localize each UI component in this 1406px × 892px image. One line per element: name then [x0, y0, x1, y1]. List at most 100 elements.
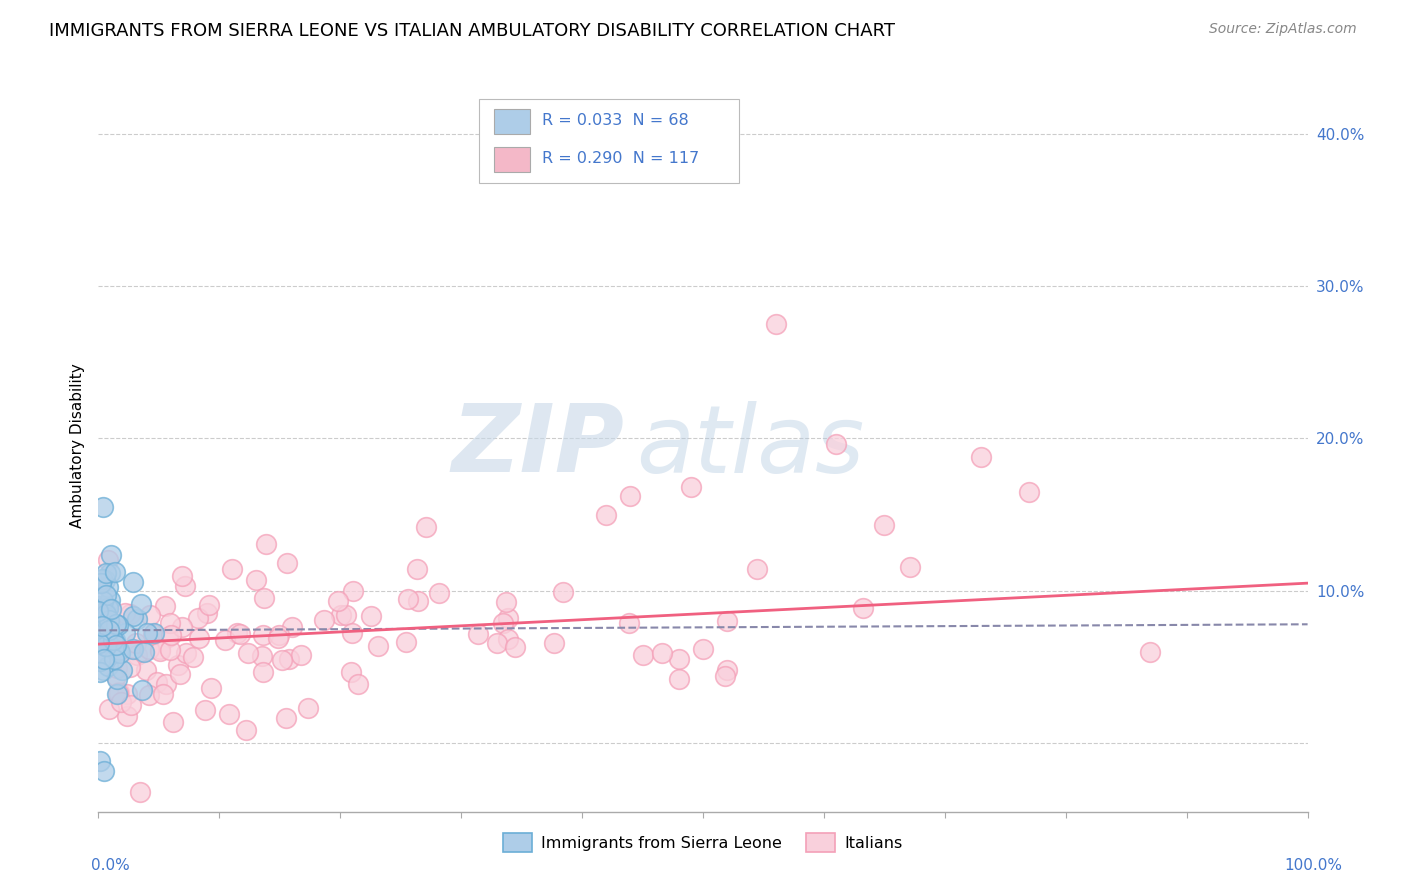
Point: [252, 665, 274, 679]
Point: [125, 635, 148, 649]
Point: [90, 572, 112, 586]
Point: [271, 653, 294, 667]
Text: IMMIGRANTS FROM SIERRA LEONE VS ITALIAN AMBULATORY DISABILITY CORRELATION CHART: IMMIGRANTS FROM SIERRA LEONE VS ITALIAN …: [49, 22, 896, 40]
Point: [551, 584, 574, 599]
Point: [274, 711, 297, 725]
Point: [87, 604, 110, 618]
Point: [93, 625, 115, 640]
Point: [90, 575, 112, 590]
Point: [98, 613, 121, 627]
Point: [93, 639, 115, 653]
Point: [135, 663, 157, 677]
Point: [104, 638, 127, 652]
Point: [195, 606, 218, 620]
Point: [142, 626, 165, 640]
Point: [98, 615, 121, 630]
Point: [104, 633, 127, 648]
Point: [100, 602, 122, 616]
Point: [96, 639, 118, 653]
Point: [281, 620, 304, 634]
Point: [132, 645, 155, 659]
Point: [129, 785, 152, 799]
Point: [89, 654, 111, 668]
Point: [166, 657, 188, 672]
Point: [159, 616, 181, 631]
Point: [103, 633, 125, 648]
Point: [340, 665, 363, 679]
Point: [94, 608, 117, 623]
Text: 0.0%: 0.0%: [91, 858, 131, 873]
Point: [170, 569, 193, 583]
Point: [105, 661, 128, 675]
Point: [1139, 645, 1161, 659]
Point: [114, 625, 136, 640]
Point: [367, 640, 389, 654]
Point: [342, 626, 364, 640]
Point: [98, 566, 121, 581]
Point: [900, 560, 922, 574]
Point: [314, 613, 336, 627]
Point: [142, 626, 165, 640]
Point: [486, 636, 509, 650]
Point: [105, 617, 128, 632]
Point: [194, 703, 217, 717]
Text: R = 0.290  N = 117: R = 0.290 N = 117: [543, 151, 699, 166]
Point: [114, 607, 136, 621]
Point: [100, 630, 122, 644]
Point: [253, 591, 276, 606]
Point: [127, 648, 149, 662]
Point: [229, 626, 252, 640]
Point: [159, 643, 181, 657]
Point: [96, 566, 118, 580]
Point: [97, 552, 120, 566]
Y-axis label: Ambulatory Disability: Ambulatory Disability: [69, 364, 84, 528]
Point: [98, 593, 121, 607]
Point: [89, 665, 111, 679]
Point: [89, 653, 111, 667]
Point: [98, 630, 121, 644]
Point: [716, 663, 738, 677]
Point: [406, 562, 429, 576]
Point: [406, 593, 429, 607]
Point: [118, 660, 141, 674]
Point: [395, 634, 418, 648]
Point: [97, 600, 120, 615]
Point: [852, 601, 875, 615]
Point: [595, 508, 617, 522]
Point: [236, 646, 259, 660]
Point: [97, 600, 120, 615]
Point: [107, 643, 129, 657]
Point: [91, 594, 114, 608]
Point: [127, 612, 149, 626]
Point: [825, 437, 848, 451]
Point: [98, 623, 121, 637]
Point: [98, 702, 121, 716]
Point: [543, 635, 565, 649]
Point: [617, 616, 640, 631]
Point: [347, 677, 370, 691]
Point: [745, 562, 768, 576]
Point: [187, 611, 209, 625]
Point: [91, 601, 114, 615]
Point: [115, 687, 138, 701]
Point: [226, 626, 249, 640]
Point: [89, 632, 111, 647]
Point: [290, 648, 312, 663]
Point: [104, 565, 127, 579]
Point: [111, 663, 134, 677]
Point: [91, 500, 114, 514]
Point: [427, 586, 450, 600]
Legend: Immigrants from Sierra Leone, Italians: Immigrants from Sierra Leone, Italians: [496, 826, 910, 859]
Point: [396, 591, 419, 606]
Point: [107, 618, 129, 632]
Text: 100.0%: 100.0%: [1285, 858, 1343, 873]
Point: [467, 627, 489, 641]
Text: R = 0.033  N = 68: R = 0.033 N = 68: [543, 113, 689, 128]
Point: [121, 642, 143, 657]
Point: [91, 619, 114, 633]
Point: [174, 646, 197, 660]
Point: [214, 633, 236, 648]
Point: [496, 611, 519, 625]
Point: [120, 607, 142, 621]
Point: [100, 548, 122, 562]
